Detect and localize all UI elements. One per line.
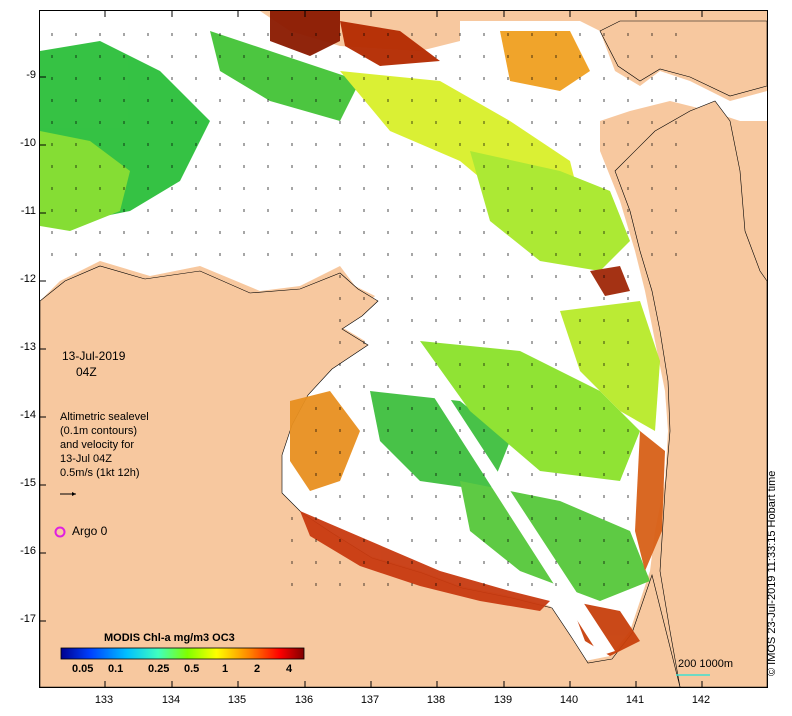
lon-tick: 139 bbox=[493, 694, 513, 706]
lat-tick: -17 bbox=[20, 613, 36, 625]
lon-tick: 133 bbox=[94, 694, 114, 706]
cb-tick: 1 bbox=[222, 663, 229, 675]
lat-tick: -15 bbox=[20, 477, 36, 489]
credit-text: © IMOS 23-Jul-2019 11:33:15 Hobart time bbox=[766, 470, 778, 676]
lon-tick: 138 bbox=[426, 694, 446, 706]
argo-marker bbox=[54, 526, 66, 538]
legend-line-3: and velocity for bbox=[60, 439, 134, 451]
legend-line-2: (0.1m contours) bbox=[60, 425, 138, 437]
cb-tick: 2 bbox=[254, 663, 261, 675]
colorbar-title: MODIS Chl-a mg/m3 OC3 bbox=[104, 632, 235, 644]
colorbar bbox=[60, 647, 305, 660]
cb-tick: 4 bbox=[286, 663, 293, 675]
lon-tick: 136 bbox=[294, 694, 314, 706]
lon-tick: 134 bbox=[161, 694, 181, 706]
reference-arrow-head bbox=[72, 492, 76, 496]
lat-tick: -11 bbox=[20, 205, 36, 217]
ocean-area bbox=[40, 11, 767, 661]
map-time: 04Z bbox=[76, 365, 97, 379]
lat-tick: -9 bbox=[26, 69, 36, 81]
map-date: 13-Jul-2019 bbox=[62, 349, 126, 363]
legend-line-4: 13-Jul 04Z bbox=[60, 453, 112, 465]
legend-text: Altimetric sealevel (0.1m contours) and … bbox=[60, 410, 149, 480]
cb-tick: 0.5 bbox=[184, 663, 200, 675]
map-frame bbox=[39, 10, 768, 688]
cb-tick: 0.1 bbox=[108, 663, 124, 675]
lat-tick: -14 bbox=[20, 409, 36, 421]
lat-tick: -10 bbox=[20, 137, 36, 149]
legend-line-1: Altimetric sealevel bbox=[60, 411, 149, 423]
lon-tick: 142 bbox=[691, 694, 711, 706]
lon-tick: 135 bbox=[227, 694, 247, 706]
cb-tick: 0.05 bbox=[72, 663, 94, 675]
velocity-arrows bbox=[51, 33, 677, 586]
cb-tick: 0.25 bbox=[148, 663, 170, 675]
colorbar-ramp bbox=[60, 647, 305, 660]
arnhem-land bbox=[40, 265, 681, 687]
lat-tick: -16 bbox=[20, 545, 36, 557]
cape-york-land bbox=[614, 100, 767, 687]
chlorophyll-field bbox=[40, 11, 665, 656]
lat-tick: -13 bbox=[20, 341, 36, 353]
map-canvas bbox=[40, 11, 767, 687]
lat-tick: -12 bbox=[20, 273, 36, 285]
lon-tick: 137 bbox=[360, 694, 380, 706]
new-guinea-land bbox=[599, 20, 767, 97]
graticule bbox=[40, 11, 703, 687]
lon-tick: 140 bbox=[559, 694, 579, 706]
argo-label: Argo 0 bbox=[72, 524, 108, 538]
scale-label: 200 1000m bbox=[678, 658, 734, 670]
lon-tick: 141 bbox=[625, 694, 645, 706]
swath-gap bbox=[430, 391, 615, 656]
legend-line-5: 0.5m/s (1kt 12h) bbox=[60, 467, 140, 479]
